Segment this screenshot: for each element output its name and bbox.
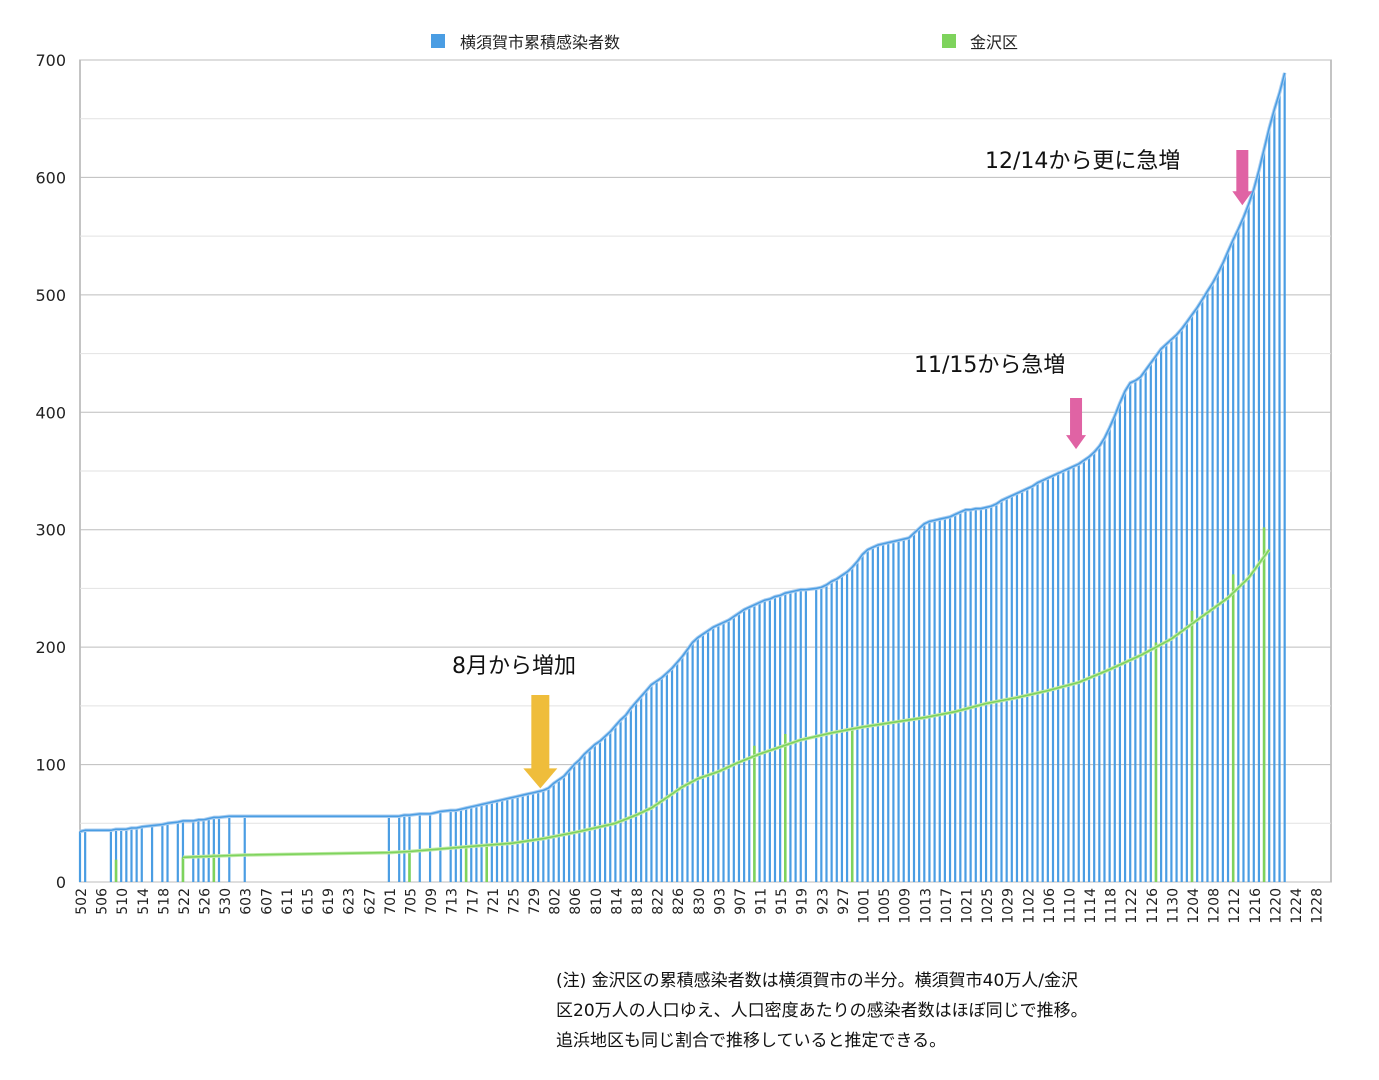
yokosuka-line xyxy=(79,72,1286,833)
x-tick-label: 514 xyxy=(136,888,152,915)
x-tick-label: 1126 xyxy=(1145,888,1161,924)
x-tick-label: 709 xyxy=(424,888,440,915)
x-tick-label: 721 xyxy=(486,888,502,915)
x-tick-label: 903 xyxy=(712,888,728,915)
x-tick-label: 1005 xyxy=(877,888,893,924)
y-tick-label: 300 xyxy=(35,521,66,540)
x-tick-label: 1212 xyxy=(1227,888,1243,924)
annotation-1214-arrow xyxy=(1232,150,1253,206)
x-tick-label: 806 xyxy=(568,888,584,915)
x-tick-label: 530 xyxy=(218,888,234,915)
x-tick-label: 619 xyxy=(321,888,337,915)
footnote-line-2: 区20万人の人口ゆえ、人口密度あたりの感染者数はほぼ同じで推移。 xyxy=(556,1001,1088,1021)
legend-label-yokosuka: 横須賀市累積感染者数 xyxy=(460,33,620,52)
footnote: (注) 金沢区の累積感染者数は横須賀市の半分。横須賀市40万人/金沢 区20万人… xyxy=(556,966,1216,1056)
x-tick-label: 510 xyxy=(115,888,131,915)
x-tick-label: 1025 xyxy=(980,888,996,924)
x-tick-label: 603 xyxy=(239,888,255,915)
x-tick-label: 1021 xyxy=(959,888,975,924)
x-tick-label: 526 xyxy=(198,888,214,915)
x-tick-label: 1013 xyxy=(918,888,934,924)
y-tick-label: 700 xyxy=(35,51,66,70)
x-tick-label: 822 xyxy=(651,888,667,915)
x-tick-label: 701 xyxy=(383,888,399,915)
y-tick-label: 600 xyxy=(35,168,66,187)
x-tick-label: 1114 xyxy=(1083,888,1099,924)
x-tick-label: 705 xyxy=(403,888,419,915)
x-tick-label: 1220 xyxy=(1268,888,1284,924)
x-tick-label: 923 xyxy=(815,888,831,915)
x-tick-label: 1001 xyxy=(857,888,873,924)
x-tick-label: 627 xyxy=(362,888,378,915)
cumulative-infection-chart: 0 100 200 300 400 500 600 700 502 506 510 514 518 522… xyxy=(35,33,1332,924)
annotation-1115-arrow xyxy=(1066,398,1087,450)
x-tick-label: 502 xyxy=(74,888,90,915)
x-tick-label: 623 xyxy=(342,888,358,915)
x-tick-label: 1122 xyxy=(1124,888,1140,924)
x-tick-label: 1017 xyxy=(939,888,955,924)
x-tick-label: 915 xyxy=(774,888,790,915)
x-tick-label: 1224 xyxy=(1289,888,1305,924)
x-tick-label: 802 xyxy=(548,888,564,915)
y-tick-label: 100 xyxy=(35,756,66,775)
x-tick-label: 611 xyxy=(280,888,296,915)
x-tick-label: 518 xyxy=(156,888,172,915)
y-tick-label: 400 xyxy=(35,403,66,422)
x-tick-label: 810 xyxy=(589,888,605,915)
x-tick-label: 615 xyxy=(301,888,317,915)
x-tick-label: 907 xyxy=(733,888,749,915)
x-tick-label: 725 xyxy=(506,888,522,915)
x-tick-label: 1029 xyxy=(1001,888,1017,924)
x-tick-label: 830 xyxy=(692,888,708,915)
x-tick-label: 1009 xyxy=(898,888,914,924)
y-tick-label: 0 xyxy=(56,873,66,892)
x-tick-label: 818 xyxy=(630,888,646,915)
annotation-august-arrow xyxy=(523,695,558,789)
x-tick-label: 814 xyxy=(609,888,625,915)
annotation-1115-label: 11/15から急増 xyxy=(914,353,1065,378)
x-tick-label: 713 xyxy=(445,888,461,915)
x-tick-label: 826 xyxy=(671,888,687,915)
x-tick-label: 1216 xyxy=(1248,888,1264,924)
x-tick-label: 1118 xyxy=(1104,888,1120,924)
x-tick-label: 919 xyxy=(795,888,811,915)
kanazawa-line xyxy=(182,549,1270,859)
x-tick-label: 1110 xyxy=(1062,888,1078,924)
x-tick-label: 717 xyxy=(465,888,481,915)
y-tick-label: 200 xyxy=(35,638,66,657)
x-tick-label: 911 xyxy=(754,888,770,915)
x-tick-label: 927 xyxy=(836,888,852,915)
legend-swatch-kanazawa xyxy=(942,34,956,48)
legend-swatch-yokosuka xyxy=(431,34,445,48)
footnote-line-3: 追浜地区も同じ割合で推移していると推定できる。 xyxy=(556,1031,947,1051)
annotation-1214-label: 12/14から更に急増 xyxy=(985,149,1180,174)
x-tick-label: 1106 xyxy=(1042,888,1058,924)
x-tick-label: 522 xyxy=(177,888,193,915)
annotation-august-label: 8月から増加 xyxy=(452,654,576,679)
x-tick-label: 1130 xyxy=(1165,888,1181,924)
x-tick-label: 1102 xyxy=(1021,888,1037,924)
y-tick-label: 500 xyxy=(35,286,66,305)
legend-label-kanazawa: 金沢区 xyxy=(970,33,1018,52)
x-tick-label: 729 xyxy=(527,888,543,915)
x-tick-label: 1228 xyxy=(1310,888,1326,924)
x-tick-label: 1204 xyxy=(1186,888,1202,924)
footnote-line-1: (注) 金沢区の累積感染者数は横須賀市の半分。横須賀市40万人/金沢 xyxy=(556,971,1079,991)
x-tick-label: 607 xyxy=(259,888,275,915)
x-tick-label: 506 xyxy=(95,888,111,915)
x-tick-label: 1208 xyxy=(1207,888,1223,924)
